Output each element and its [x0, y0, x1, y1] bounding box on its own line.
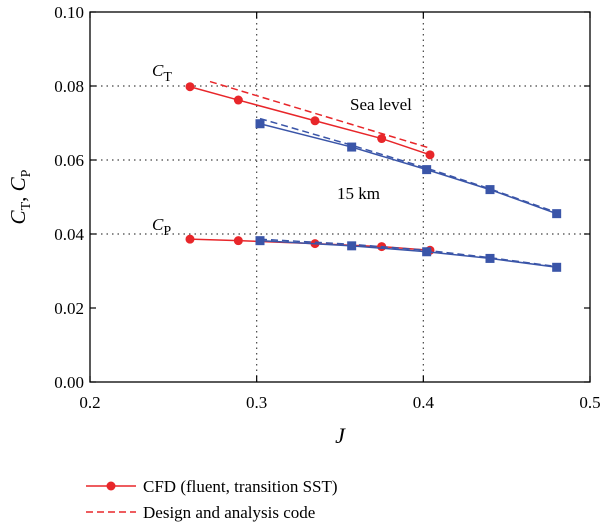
- x-tick-label: 0.4: [413, 393, 435, 412]
- y-tick-label: 0.06: [54, 151, 84, 170]
- series-line-ct-15-km-cfd: [259, 123, 557, 215]
- series-line-cp-15-km-code: [259, 238, 557, 268]
- legend: CFD (fluent, transition SST) Design and …: [86, 477, 338, 522]
- data-point-ct-sea-level: [377, 134, 387, 144]
- series-line-cp-15-km-cfd: [259, 239, 557, 269]
- data-point-ct-sea-level: [233, 95, 243, 105]
- altitude-15km-annotation: 15 km: [337, 184, 380, 203]
- series-line-ct-sea-level-code: [209, 80, 431, 149]
- data-point-cp-sea-level: [233, 236, 243, 246]
- data-point-cp-15-km: [255, 236, 265, 246]
- data-point-cp-15-km: [347, 241, 357, 251]
- axis-ticks: 0.2 0.3 0.4 0.5 0.00 0.02 0.04 0.06 0.08 0.10: [54, 3, 600, 412]
- series-line-ct-15-km-code: [259, 117, 557, 214]
- x-tick-label: 0.5: [579, 393, 600, 412]
- data-point-ct-sea-level: [425, 150, 435, 160]
- plot-frame: [89, 11, 591, 383]
- y-tick-label: 0.04: [54, 225, 84, 244]
- data-point-cp-15-km: [552, 262, 562, 272]
- data-point-ct-15-km: [422, 165, 432, 175]
- gridlines: [90, 12, 590, 382]
- ct-annotation: CT: [152, 61, 172, 85]
- x-axis-label: J: [335, 423, 346, 448]
- y-axis-label: CT, CP: [6, 169, 34, 224]
- data-point-ct-15-km: [255, 119, 265, 129]
- data-point-ct-sea-level: [310, 116, 320, 126]
- y-tick-label: 0.02: [54, 299, 84, 318]
- data-point-ct-15-km: [485, 185, 495, 195]
- svg-text:CT, CP: CT, CP: [6, 169, 34, 224]
- data-point-ct-15-km: [552, 209, 562, 219]
- legend-cfd-label: CFD (fluent, transition SST): [143, 477, 338, 496]
- data-point-cp-sea-level: [185, 234, 195, 244]
- sea-level-annotation: Sea level: [350, 95, 412, 114]
- y-tick-label: 0.00: [54, 373, 84, 392]
- series-layer: [185, 80, 562, 272]
- data-point-ct-15-km: [347, 142, 357, 152]
- y-tick-label: 0.10: [54, 3, 84, 22]
- legend-cfd-marker: [106, 481, 116, 491]
- data-point-ct-sea-level: [185, 82, 195, 92]
- legend-code-label: Design and analysis code: [143, 503, 315, 522]
- data-point-cp-15-km: [422, 247, 432, 257]
- cp-annotation: CP: [152, 215, 171, 239]
- x-tick-label: 0.2: [79, 393, 100, 412]
- y-tick-label: 0.08: [54, 77, 84, 96]
- x-tick-label: 0.3: [246, 393, 267, 412]
- data-point-cp-15-km: [485, 253, 495, 263]
